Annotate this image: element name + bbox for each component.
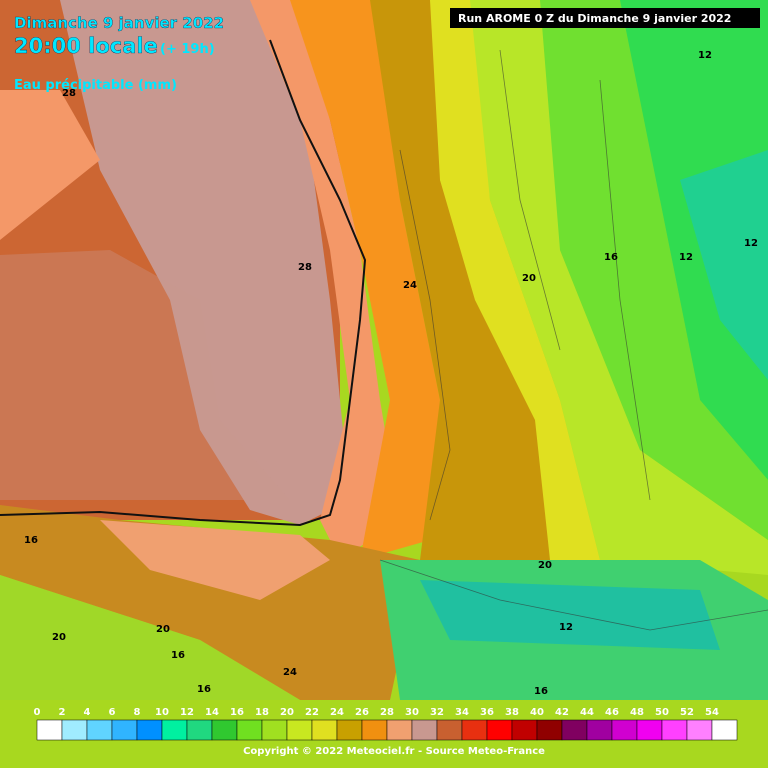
- legend-swatch: [711, 719, 738, 741]
- legend-label: 54: [705, 707, 719, 718]
- contour-label: 16: [197, 684, 211, 695]
- legend-swatch: [336, 719, 363, 741]
- legend-label: 20: [280, 707, 294, 718]
- legend-swatch: [486, 719, 513, 741]
- legend-swatch: [511, 719, 538, 741]
- legend-label: 8: [134, 707, 141, 718]
- legend-swatch: [411, 719, 438, 741]
- contour-label: 12: [559, 622, 573, 633]
- legend-label: 28: [380, 707, 394, 718]
- legend-swatch: [461, 719, 488, 741]
- legend-label: 4: [84, 707, 91, 718]
- contour-label: 28: [62, 88, 76, 99]
- coastline: [0, 39, 367, 527]
- contour-label: 24: [283, 667, 297, 678]
- legend-label: 52: [680, 707, 694, 718]
- legend-label: 14: [205, 707, 219, 718]
- legend-swatch: [211, 719, 238, 741]
- contour-label: 12: [698, 50, 712, 61]
- legend-label: 0: [34, 707, 41, 718]
- legend-label: 16: [230, 707, 244, 718]
- legend-label: 48: [630, 707, 644, 718]
- legend-label: 26: [355, 707, 369, 718]
- legend-swatch: [586, 719, 613, 741]
- legend-swatch: [386, 719, 413, 741]
- contour-label: 16: [24, 535, 38, 546]
- legend-label: 44: [580, 707, 594, 718]
- date: Dimanche 9 janvier 2022: [14, 14, 224, 32]
- legend-swatch: [661, 719, 688, 741]
- precipitable-water-field: [0, 0, 768, 700]
- legend-swatch: [311, 719, 338, 741]
- legend-swatch: [136, 719, 163, 741]
- legend-swatch: [636, 719, 663, 741]
- legend-label: 36: [480, 707, 494, 718]
- legend-label: 6: [109, 707, 116, 718]
- legend-swatch: [361, 719, 388, 741]
- copyright: Copyright © 2022 Meteociel.fr - Source M…: [243, 746, 545, 757]
- legend-label: 42: [555, 707, 569, 718]
- legend: 0 2 4 6 8 10 12 14 16 18 20 22 24 26 28 30 32 34 36 38 40 42 4…: [34, 707, 738, 741]
- legend-swatch: [611, 719, 638, 741]
- legend-swatch: [686, 719, 713, 741]
- contour-label: 24: [403, 280, 417, 291]
- legend-swatch: [236, 719, 263, 741]
- legend-swatch: [561, 719, 588, 741]
- legend-label: 12: [180, 707, 194, 718]
- legend-label: 40: [530, 707, 544, 718]
- legend-swatch: [436, 719, 463, 741]
- parameter: Eau précipitable (mm): [14, 78, 177, 93]
- legend-label: 34: [455, 707, 469, 718]
- lead-time: (+ 19h): [160, 42, 215, 57]
- contour-label: 20: [156, 624, 170, 635]
- contour-label: 16: [534, 686, 548, 697]
- run-box: [450, 8, 760, 28]
- legend-label: 18: [255, 707, 269, 718]
- legend-swatch: [286, 719, 313, 741]
- contour-label: 16: [171, 650, 185, 661]
- legend-swatch: [36, 719, 63, 741]
- contour-label: 20: [522, 273, 536, 284]
- contour-label: 20: [52, 632, 66, 643]
- legend-swatch: [536, 719, 563, 741]
- legend-swatch: [111, 719, 138, 741]
- contour-label: 16: [604, 252, 618, 263]
- legend-label: 38: [505, 707, 519, 718]
- legend-label: 24: [330, 707, 344, 718]
- legend-label: 46: [605, 707, 619, 718]
- legend-label: 32: [430, 707, 444, 718]
- legend-label: 2: [59, 707, 66, 718]
- legend-label: 10: [155, 707, 169, 718]
- legend-swatch: [186, 719, 213, 741]
- contour-labels: 28 28 24 20 16 12 12 12 16 20 20 16 16 2…: [24, 50, 758, 697]
- valid-time: 20:00 locale: [14, 34, 158, 58]
- run-info: Run AROME 0 Z du Dimanche 9 janvier 2022: [458, 12, 731, 25]
- legend-label: 30: [405, 707, 419, 718]
- contour-label: 28: [298, 262, 312, 273]
- contour-label: 12: [679, 252, 693, 263]
- legend-swatch: [61, 719, 88, 741]
- legend-swatch: [161, 719, 188, 741]
- legend-label: 22: [305, 707, 319, 718]
- legend-swatch: [261, 719, 288, 741]
- legend-label: 50: [655, 707, 669, 718]
- legend-swatch: [86, 719, 113, 741]
- contour-label: 12: [744, 238, 758, 249]
- borders: [379, 49, 768, 631]
- contour-label: 20: [538, 560, 552, 571]
